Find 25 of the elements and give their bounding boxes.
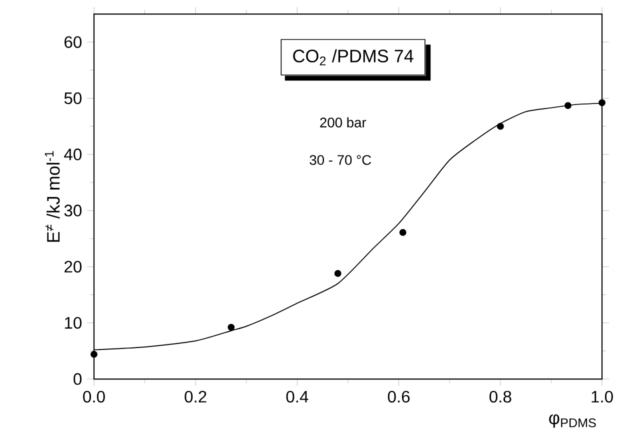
- x-axis-title: φ$_{PDMS}$: [549, 414, 596, 428]
- text: CO$_{2}$ /PDMS 74: [293, 49, 414, 66]
- x-tick-label: 1.0: [592, 390, 613, 403]
- y-tick-label: 40: [64, 148, 82, 160]
- point: [90, 350, 98, 358]
- x-tick-label: 0.0: [83, 390, 105, 403]
- y-tick-label: 60: [64, 36, 82, 48]
- y-tick-label: 20: [64, 260, 82, 273]
- point: [228, 324, 235, 331]
- annotation: 200 bar: [320, 117, 366, 128]
- x-tick-label: 0.4: [286, 390, 308, 403]
- point: [399, 228, 406, 236]
- y-tick-label: 50: [64, 92, 82, 104]
- x-tick-label: 0.8: [490, 390, 512, 403]
- y-axis-title: E$^{≠}$ /kJ mol$^{-1}$: [44, 151, 60, 242]
- point: [334, 270, 342, 277]
- point: [598, 99, 606, 106]
- point: [496, 122, 504, 130]
- y-tick-label: 0: [74, 373, 82, 385]
- x-tick-label: 0.6: [388, 390, 410, 403]
- annotation: 30 - 70 °C: [310, 155, 372, 165]
- x-tick-label: 0.2: [184, 390, 206, 403]
- y-tick-label: 30: [64, 204, 82, 216]
- y-tick-label: 10: [64, 316, 82, 329]
- point: [564, 102, 572, 110]
